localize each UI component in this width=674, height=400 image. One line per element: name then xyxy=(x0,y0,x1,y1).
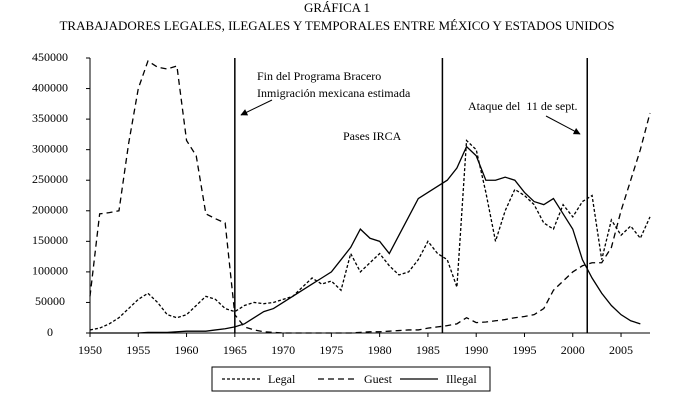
annotation: Ataque del 11 de sept. xyxy=(468,99,578,113)
x-tick-label: 1975 xyxy=(319,343,343,357)
x-tick-label: 1965 xyxy=(223,343,247,357)
x-tick-label: 1950 xyxy=(78,343,102,357)
x-tick-label: 1955 xyxy=(126,343,150,357)
annotation-arrow xyxy=(545,115,581,135)
x-tick-label: 1970 xyxy=(271,343,295,357)
legend-box xyxy=(211,366,491,392)
legend-label: Guest xyxy=(364,372,393,386)
annotation: Pases IRCA xyxy=(343,129,402,143)
y-tick-label: 450000 xyxy=(32,50,68,64)
y-tick-label: 250000 xyxy=(32,172,68,186)
y-tick-label: 350000 xyxy=(32,111,68,125)
y-tick-label: 150000 xyxy=(32,233,68,247)
x-tick-label: 1980 xyxy=(368,343,392,357)
annotation: Inmigración mexicana estimada xyxy=(257,86,411,100)
x-tick-label: 2000 xyxy=(561,343,585,357)
legend-label: Illegal xyxy=(446,372,477,386)
x-tick-label: 1985 xyxy=(416,343,440,357)
annotation: Fin del Programa Bracero xyxy=(257,69,381,83)
x-tick-label: 1995 xyxy=(512,343,536,357)
y-tick-label: 100000 xyxy=(32,264,68,278)
annotation-arrow xyxy=(240,99,273,116)
y-tick-label: 0 xyxy=(47,325,53,339)
chart-title: GRÁFICA 1 xyxy=(304,0,370,15)
x-tick-label: 2005 xyxy=(609,343,633,357)
x-tick-label: 1990 xyxy=(464,343,488,357)
series-line xyxy=(90,145,641,334)
x-tick-label: 1960 xyxy=(175,343,199,357)
y-tick-label: 400000 xyxy=(32,80,68,94)
y-tick-label: 50000 xyxy=(35,294,65,308)
legend-label: Legal xyxy=(268,372,296,386)
series-line xyxy=(89,139,651,331)
series-line xyxy=(89,60,651,334)
chart-subtitle: TRABAJADORES LEGALES, ILEGALES Y TEMPORA… xyxy=(59,18,614,33)
y-tick-label: 300000 xyxy=(32,141,68,155)
y-tick-label: 200000 xyxy=(32,203,68,217)
